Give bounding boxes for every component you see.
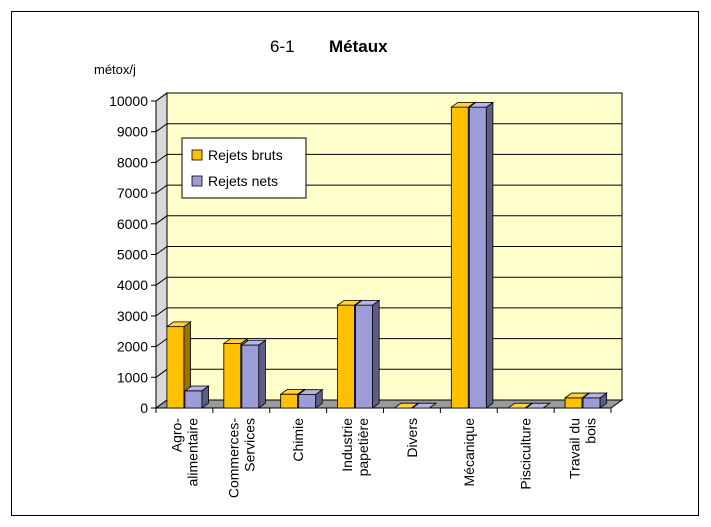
bar (583, 393, 607, 408)
y-tick-label: 5000 (117, 247, 148, 263)
category-label: papetière (355, 418, 371, 477)
y-tick-label: 2000 (117, 339, 148, 355)
bar-front (356, 305, 373, 408)
legend-swatch (192, 150, 202, 160)
bar (242, 340, 266, 408)
y-tick-label: 7000 (117, 185, 148, 201)
legend-label: Rejets nets (208, 173, 278, 189)
bar (356, 300, 380, 408)
category-label: bois (583, 418, 599, 444)
category-label: Divers (404, 418, 420, 458)
legend-label: Rejets bruts (208, 147, 283, 163)
legend: Rejets bruts Rejets nets (182, 138, 306, 198)
bar-front (224, 344, 241, 408)
bar-side (373, 300, 380, 408)
bar-front (299, 394, 316, 408)
category-label: Pisciculture (518, 418, 534, 490)
legend-swatch (192, 176, 202, 186)
chart-title-prefix: 6-1 (270, 37, 295, 56)
bar (469, 102, 493, 408)
bar-front (338, 305, 355, 408)
y-tick-label: 8000 (117, 154, 148, 170)
chart-svg: 6-1 Métaux métox/j 0 1000 2000 3000 4000 5000… (12, 12, 700, 517)
category-label: Chimie (290, 418, 306, 462)
category-label: Services (241, 418, 257, 472)
bar-front (242, 345, 259, 408)
category-label: alimentaire (184, 418, 200, 487)
y-tick-label: 3000 (117, 308, 148, 324)
bar-front (583, 398, 600, 408)
y-tick-label: 1000 (117, 369, 148, 385)
y-tick-label: 9000 (117, 124, 148, 140)
category-label: Industrie (339, 418, 355, 472)
chart-title: Métaux (329, 37, 388, 56)
bar-front (469, 107, 486, 408)
chart-frame: 6-1 Métaux métox/j 0 1000 2000 3000 4000 5000… (11, 11, 699, 516)
category-label: Mécanique (461, 418, 477, 487)
y-axis-unit-label: métox/j (94, 62, 136, 77)
bar-front (565, 398, 582, 408)
bar-side (486, 102, 493, 408)
bar (185, 386, 209, 408)
y-tick-label: 4000 (117, 277, 148, 293)
bar-side (259, 340, 266, 408)
category-label: Commerces- (225, 418, 241, 498)
category-label: Travail du (567, 418, 583, 479)
y-tick-label: 10000 (109, 93, 148, 109)
y-tick-label: 0 (140, 400, 148, 416)
bar-front (451, 107, 468, 408)
y-tick-label: 6000 (117, 216, 148, 232)
category-label: Agro- (168, 418, 184, 453)
bar-front (185, 391, 202, 408)
bar-front (167, 327, 184, 408)
bar-front (281, 394, 298, 408)
bar (299, 390, 323, 408)
